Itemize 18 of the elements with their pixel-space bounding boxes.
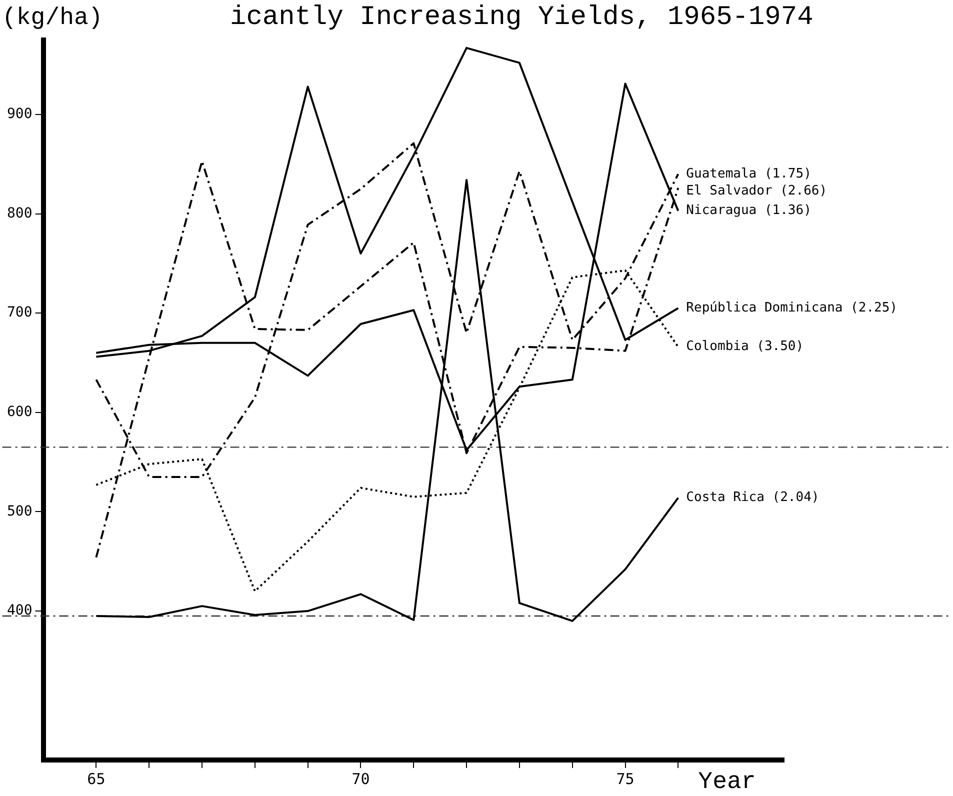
series-label: El Salvador (2.66)	[686, 183, 828, 198]
y-tick-label: 600	[6, 404, 32, 420]
y-tick-label: 900	[6, 106, 32, 122]
y-tick-label: 700	[6, 304, 32, 321]
y-tick-label: 400	[6, 602, 32, 619]
x-axis-title: Year	[698, 769, 756, 796]
x-tick-label: 65	[87, 770, 106, 788]
series-label: Colombia (3.50)	[686, 339, 804, 354]
y-tick-label: 500	[6, 503, 32, 520]
series-label: República Dominicana (2.25)	[686, 300, 898, 316]
chart-title: icantly Increasing Yields, 1965-1974	[230, 3, 814, 33]
x-tick-label: 75	[616, 770, 634, 788]
y-axis-title: (kg/ha)	[2, 5, 103, 32]
x-tick-label: 70	[352, 770, 370, 788]
y-tick-label: 800	[6, 205, 32, 222]
series-label: Nicaragua (1.36)	[686, 203, 812, 218]
series-label: Costa Rica (2.04)	[686, 490, 820, 506]
series-label: Guatemala (1.75)	[686, 166, 812, 182]
